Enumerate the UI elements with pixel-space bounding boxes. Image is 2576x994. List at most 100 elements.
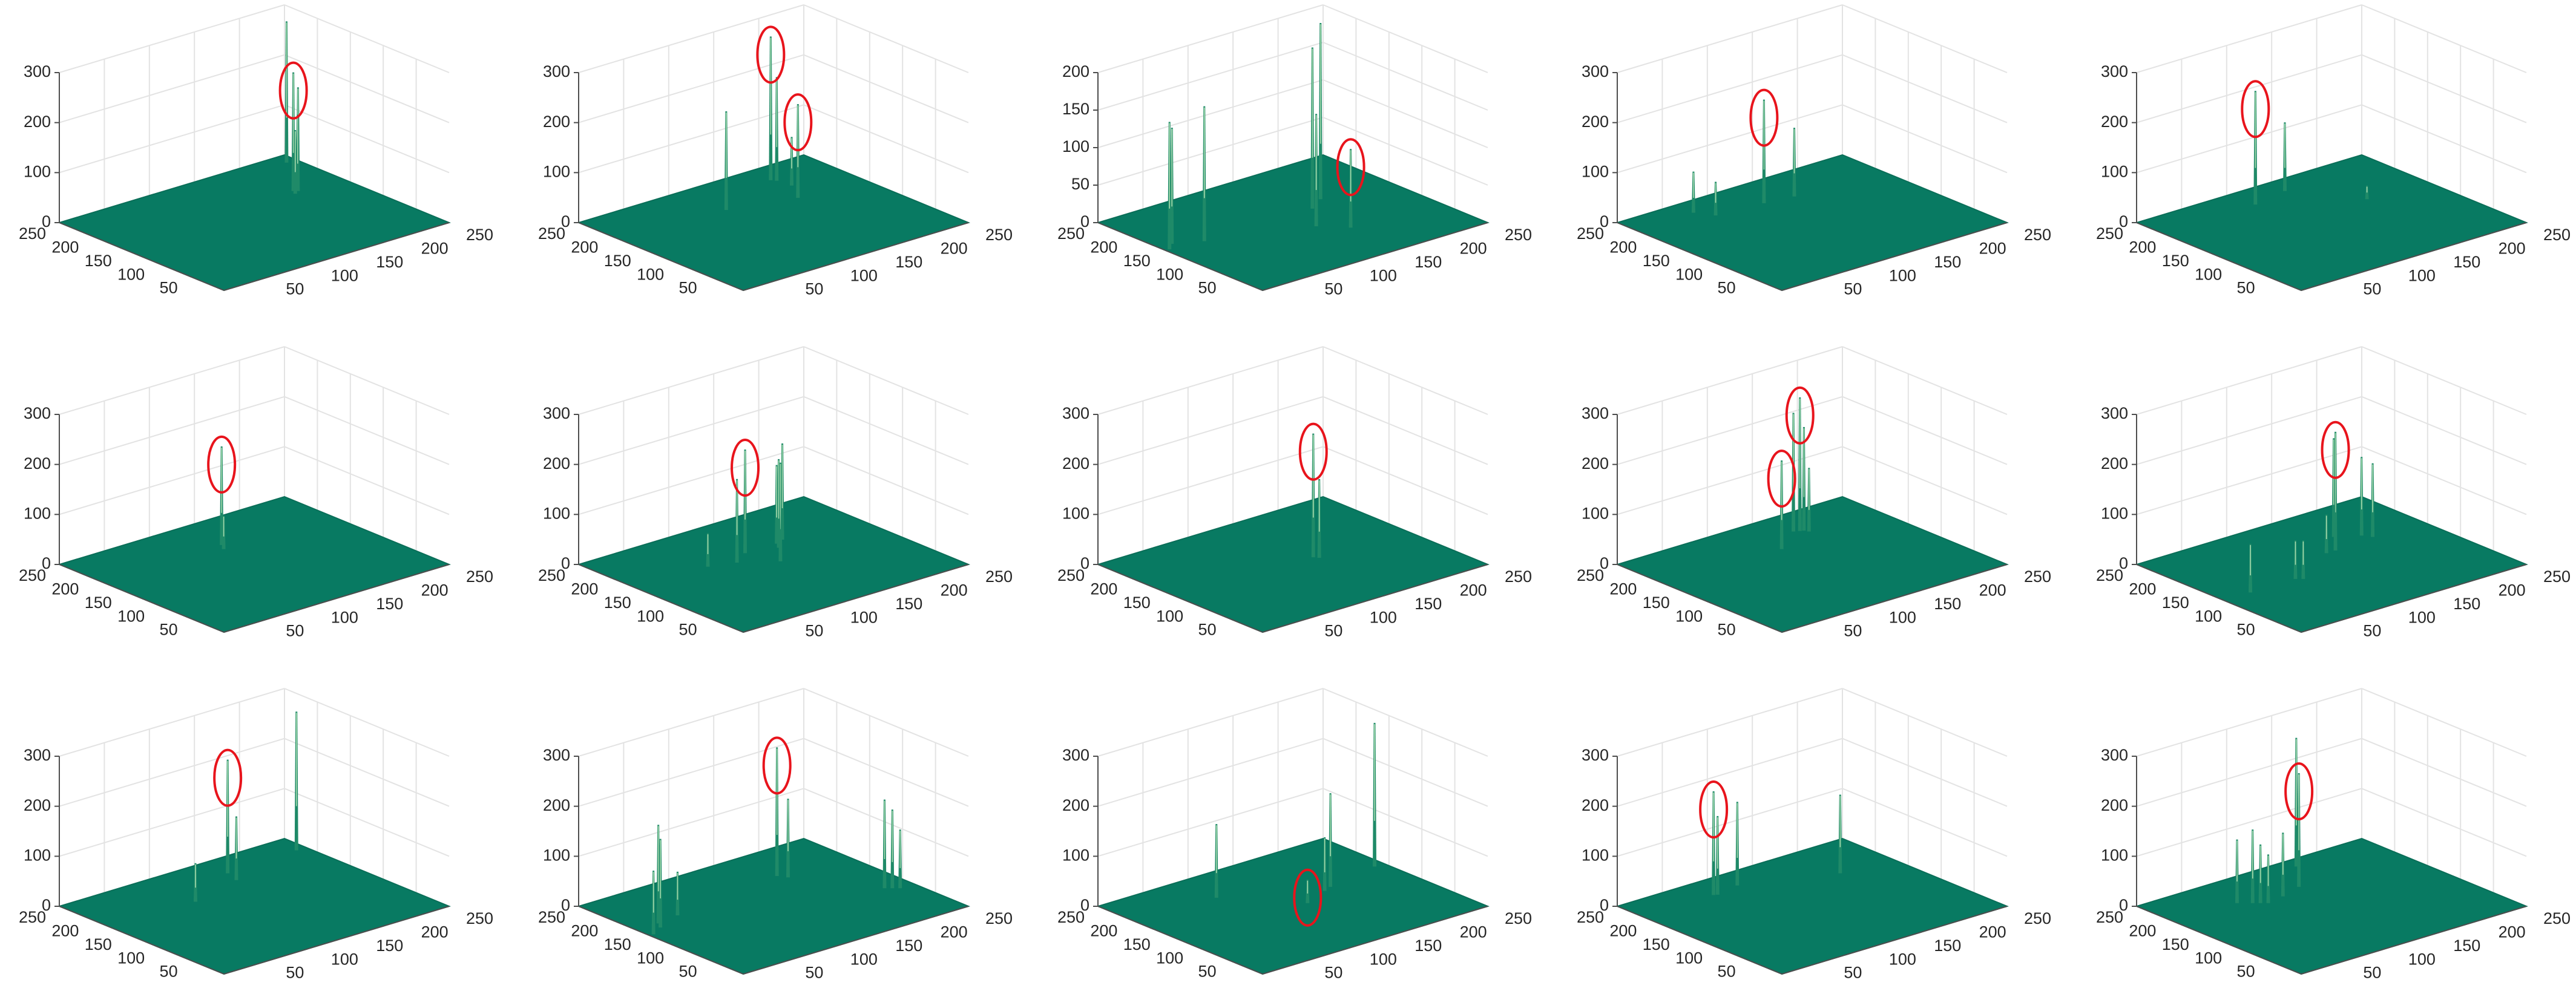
z-tick-label: 0 <box>1600 212 1609 231</box>
y-tick-label: 250 <box>2096 566 2123 584</box>
z-tick-label: 300 <box>1582 404 1609 422</box>
x-axis-line <box>1781 222 2008 291</box>
wall-gridline <box>578 788 804 857</box>
z-tick-label: 300 <box>24 62 51 80</box>
x-tick-label: 150 <box>895 253 922 271</box>
wall-gridline <box>2136 737 2362 807</box>
x-tick-label: 50 <box>1324 280 1342 298</box>
wall-gridline <box>284 346 450 415</box>
wall-gridline <box>59 688 285 757</box>
y-tick-label: 100 <box>117 265 145 283</box>
x-tick-label: 50 <box>286 964 304 982</box>
z-tick-label: 300 <box>24 746 51 764</box>
y-tick-label: 100 <box>637 265 664 283</box>
wall-gridline <box>1617 688 1843 757</box>
x-tick-label: 200 <box>1979 240 2006 258</box>
y-tick-label: 200 <box>2129 922 2156 940</box>
x-tick-label: 250 <box>985 909 1013 927</box>
y-tick-label: 100 <box>117 607 145 625</box>
wall-gridline <box>59 104 285 174</box>
wall-gridline <box>1097 117 1324 186</box>
z-tick-label: 300 <box>1582 62 1609 80</box>
y-tick-label: 50 <box>679 279 697 297</box>
wall-gridline <box>59 4 285 73</box>
wall-gridline <box>284 104 450 174</box>
highlight-circle <box>762 736 792 795</box>
y-tick-label: 250 <box>538 224 565 243</box>
wall-gridline <box>1322 737 1488 807</box>
z-tick-label: 200 <box>1582 454 1609 472</box>
y-axis-line <box>2136 222 2302 291</box>
x-tick-label: 200 <box>2499 240 2526 258</box>
wall-gridline <box>2136 54 2362 123</box>
x-tick-label: 100 <box>850 266 878 284</box>
wall-gridline <box>1617 788 1843 857</box>
y-tick-label: 250 <box>538 566 565 584</box>
z-tick-label: 100 <box>1582 504 1609 522</box>
x-axis-line <box>1262 222 1488 291</box>
wall-gridline <box>1097 79 1324 148</box>
x-tick-label: 250 <box>2024 226 2051 244</box>
highlight-circle <box>756 25 786 84</box>
y-axis-line <box>1617 906 1782 975</box>
z-tick-label: 300 <box>543 746 570 764</box>
wall-gridline <box>578 4 804 73</box>
wall-gridline <box>578 54 804 123</box>
highlight-circle <box>783 93 813 152</box>
x-tick-label: 150 <box>376 595 403 613</box>
wall-gridline <box>1322 42 1488 111</box>
x-tick-label: 250 <box>466 909 493 927</box>
x-axis-line <box>1262 906 1488 975</box>
y-tick-label: 100 <box>2195 949 2222 967</box>
wall-gridline <box>1842 688 2008 757</box>
x-tick-label: 150 <box>1934 595 1961 613</box>
x-tick-label: 100 <box>331 608 358 626</box>
z-tick-label: 100 <box>543 162 570 180</box>
z-tick-label: 100 <box>1062 504 1089 522</box>
surface-plot-2: 0 100 200 300 50 100 150 200 250 50 100 150 200 250 <box>538 4 1013 298</box>
z-tick-label: 300 <box>543 404 570 422</box>
z-tick-label: 200 <box>24 796 51 814</box>
y-tick-label: 150 <box>1123 935 1151 953</box>
y-tick-label: 200 <box>1090 238 1117 257</box>
wall-gridline <box>1617 396 1843 465</box>
y-axis-line <box>1097 564 1263 633</box>
y-tick-label: 100 <box>1675 607 1703 625</box>
z-tick-label: 300 <box>2101 404 2128 422</box>
wall-gridline <box>59 788 285 857</box>
wall-gridline <box>803 737 969 807</box>
y-tick-label: 200 <box>571 238 598 257</box>
y-tick-label: 200 <box>571 580 598 598</box>
y-axis-line <box>1617 222 1782 291</box>
x-tick-label: 250 <box>2024 909 2051 927</box>
highlight-circle <box>1298 422 1328 481</box>
y-tick-label: 250 <box>538 908 565 926</box>
wall-gridline <box>1842 104 2008 174</box>
wall-gridline <box>284 788 450 857</box>
x-axis-line <box>743 564 969 633</box>
wall-gridline <box>2361 446 2527 515</box>
x-tick-label: 250 <box>985 226 1013 244</box>
y-tick-label: 250 <box>1577 908 1604 926</box>
highlight-circle <box>278 61 308 120</box>
y-axis-line <box>1617 564 1782 633</box>
y-tick-label: 50 <box>1718 963 1736 981</box>
z-tick-label: 300 <box>1582 746 1609 764</box>
x-axis-line <box>743 222 969 291</box>
z-tick-label: 0 <box>1080 554 1089 572</box>
wall-gridline <box>1097 446 1324 515</box>
z-tick-label: 300 <box>543 62 570 80</box>
x-tick-label: 150 <box>1934 253 1961 271</box>
y-tick-label: 100 <box>2195 265 2222 283</box>
y-tick-label: 50 <box>1198 621 1217 639</box>
y-tick-label: 200 <box>1609 922 1637 940</box>
wall-gridline <box>1097 788 1324 857</box>
x-tick-label: 200 <box>2499 581 2526 600</box>
y-tick-label: 100 <box>1156 607 1183 625</box>
y-tick-label: 100 <box>1156 265 1183 283</box>
wall-gridline <box>2136 688 2362 757</box>
y-axis-line <box>59 564 225 633</box>
wall-gridline <box>2136 4 2362 73</box>
wall-gridline <box>284 446 450 515</box>
